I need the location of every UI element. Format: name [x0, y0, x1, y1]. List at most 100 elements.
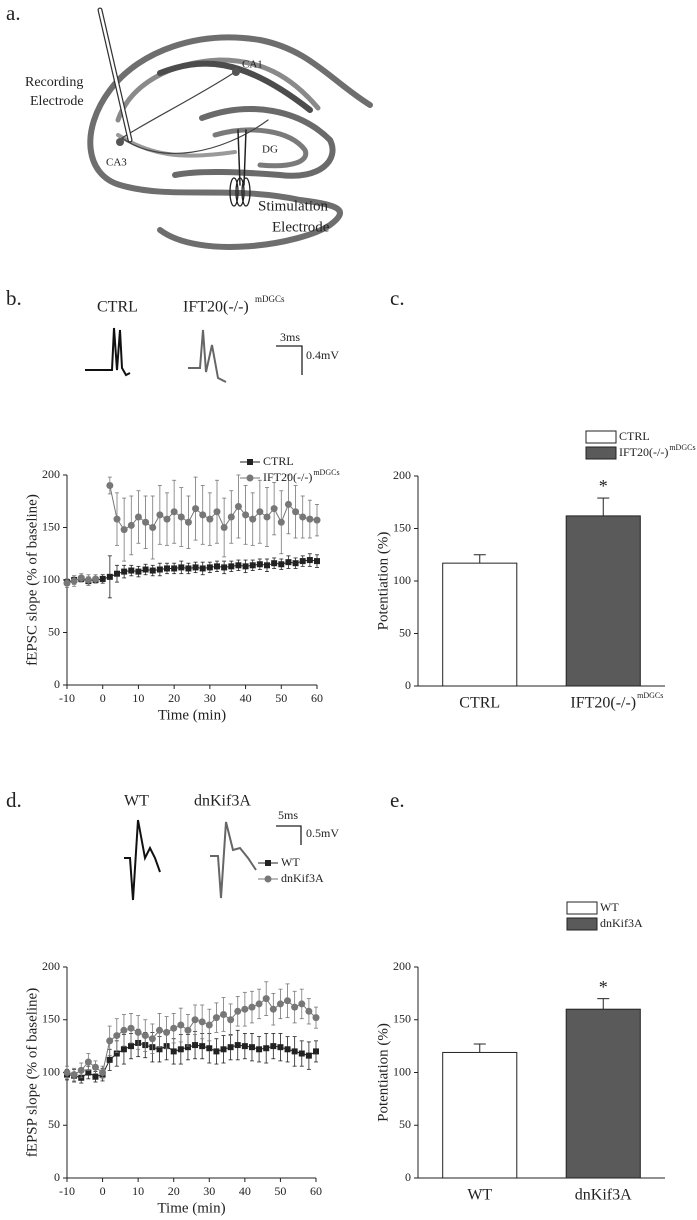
marker	[199, 511, 207, 519]
x-tick-label: 0	[100, 1184, 106, 1198]
marker	[91, 1063, 99, 1071]
marker	[292, 560, 299, 567]
y-tick-label: 0	[405, 678, 411, 692]
marker	[155, 1026, 163, 1034]
marker	[135, 568, 142, 575]
annotation: *	[599, 977, 608, 997]
marker	[284, 1046, 291, 1053]
marker	[77, 574, 85, 582]
marker	[134, 1028, 142, 1036]
trace-label: IFT20(-/-)	[183, 299, 249, 316]
marker	[213, 1048, 220, 1055]
legend-label: CTRL	[263, 454, 294, 468]
marker	[298, 1050, 305, 1057]
x-tick-label: -10	[59, 691, 75, 705]
x-tick-label: 0	[100, 691, 106, 705]
marker	[228, 563, 235, 570]
marker	[85, 1069, 92, 1076]
marker	[128, 1043, 135, 1050]
marker	[142, 518, 150, 526]
marker	[305, 1007, 313, 1015]
marker	[198, 1018, 206, 1026]
marker	[70, 577, 78, 585]
diagram-label: CA1	[242, 59, 263, 71]
legend-swatch	[585, 446, 617, 460]
marker	[192, 1042, 199, 1049]
x-tick-label: 10	[132, 691, 144, 705]
y-tick-label: 150	[393, 1012, 411, 1026]
panel-label: c.	[390, 286, 405, 310]
x-tick-label: 20	[168, 1184, 180, 1198]
legend-swatch	[566, 917, 598, 931]
trace	[124, 819, 161, 901]
y-axis-label: Potentiation (%)	[375, 532, 391, 631]
marker	[291, 1003, 299, 1011]
marker	[92, 575, 100, 583]
marker	[313, 516, 321, 524]
marker	[234, 1042, 241, 1049]
x-tick-label: 30	[203, 1184, 215, 1198]
marker	[235, 562, 242, 569]
x-tick-label: 50	[274, 1184, 286, 1198]
x-tick-label: CTRL	[459, 695, 500, 712]
marker	[263, 1045, 270, 1052]
marker	[134, 513, 142, 521]
trace	[85, 327, 131, 377]
marker	[156, 566, 163, 573]
marker	[113, 1032, 121, 1040]
marker	[242, 511, 250, 519]
marker	[270, 1043, 277, 1050]
marker	[163, 515, 171, 523]
y-tick-label: 200	[42, 467, 60, 481]
y-tick-label: 50	[399, 625, 411, 639]
marker	[84, 576, 92, 584]
marker	[199, 565, 206, 572]
scale-label: 3ms	[280, 330, 300, 344]
marker	[63, 1069, 71, 1076]
marker	[170, 1048, 177, 1055]
legend-marker	[246, 474, 254, 482]
panel-label: a.	[6, 1, 21, 25]
marker	[220, 524, 228, 531]
x-tick-label: WT	[467, 1187, 492, 1204]
marker	[171, 565, 178, 572]
marker	[248, 1003, 256, 1011]
marker	[270, 505, 278, 513]
legend-label: dnKif3A	[281, 871, 324, 885]
marker	[242, 563, 249, 570]
diagram-label: DG	[262, 144, 278, 156]
marker	[92, 1073, 99, 1080]
marker	[285, 559, 292, 566]
marker	[263, 513, 271, 521]
y-tick-label: 100	[42, 1064, 60, 1078]
marker	[249, 515, 257, 523]
x-axis-label: Time (min)	[157, 1200, 225, 1216]
marker	[184, 1044, 191, 1051]
y-axis-label: fEPSP slope (% of baseline)	[24, 988, 40, 1157]
marker	[127, 1024, 135, 1032]
y-tick-label: 0	[54, 1170, 60, 1184]
trace	[188, 329, 227, 383]
y-tick-label: 150	[393, 520, 411, 534]
legend-label: CTRL	[619, 429, 650, 443]
x-tick-label: 10	[132, 1184, 144, 1198]
marker	[220, 1046, 227, 1053]
marker	[191, 1016, 199, 1024]
marker	[120, 526, 128, 534]
y-tick-label: 0	[405, 1170, 411, 1184]
marker	[278, 561, 285, 568]
marker	[256, 561, 263, 568]
marker	[305, 1052, 312, 1059]
marker	[220, 1010, 228, 1018]
marker	[177, 513, 185, 521]
diagram-label: CA3	[106, 157, 127, 169]
marker	[128, 567, 135, 574]
y-tick-label: 150	[42, 519, 60, 533]
y-axis-label: fEPSC slope (% of baseline)	[24, 494, 40, 666]
marker	[205, 1021, 213, 1029]
marker	[291, 1048, 298, 1055]
marker	[206, 564, 213, 571]
marker	[63, 579, 71, 587]
trace-label-superscript: mDGCs	[255, 294, 285, 304]
marker	[164, 565, 170, 572]
